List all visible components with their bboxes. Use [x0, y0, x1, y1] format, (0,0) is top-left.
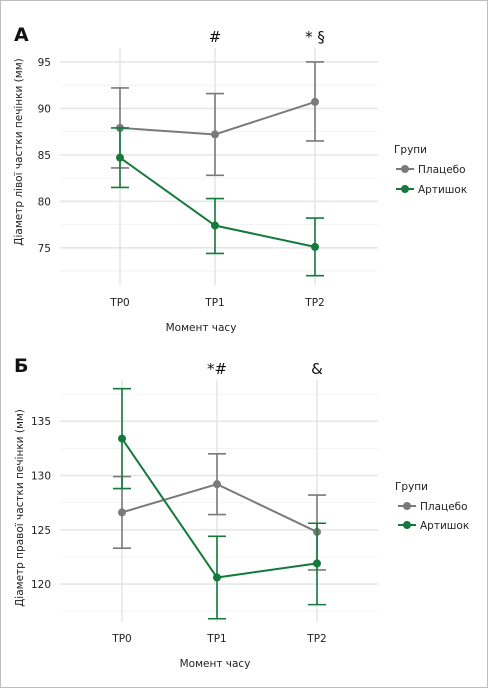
- panel-a-series-artichoke-point: [311, 242, 319, 251]
- panel-a-series-placebo-point: [311, 97, 319, 106]
- panel-b-label: Б: [14, 355, 28, 377]
- panel-a-significance-mark: #: [209, 28, 222, 46]
- panel-a-y-axis-title: Діаметр лівої частки печінки (мм): [13, 58, 25, 245]
- panel-a-series-artichoke-point: [116, 153, 124, 162]
- panel-b-y-tick-label: 135: [31, 416, 51, 428]
- panel-b-legend-key-point: [403, 502, 411, 510]
- panel-b-significance-mark: *#: [207, 360, 227, 378]
- panel-a-legend-placebo: Плацебо: [418, 164, 466, 176]
- panel-b-x-axis-title: Момент часу: [180, 658, 251, 670]
- panel-b-series-placebo-point: [213, 480, 221, 489]
- panel-a-x-tick-label: TP0: [109, 297, 129, 309]
- panel-b-series-artichoke-point: [213, 573, 221, 582]
- panel-b-significance-mark: &: [311, 360, 323, 378]
- panel-a-x-axis-title: Момент часу: [166, 322, 237, 334]
- panel-a-y-tick-label: 95: [38, 57, 51, 69]
- panel-b-series-artichoke-point: [118, 434, 126, 443]
- panel-a-series-placebo-point: [211, 130, 219, 139]
- panel-b-series-placebo-line: [121, 483, 318, 533]
- panel-b-legend-key-point: [403, 521, 411, 529]
- panel-a-x-tick-label: TP2: [304, 297, 324, 309]
- panel-b-y-tick-label: 130: [31, 470, 51, 482]
- panel-b-legend-title: Групи: [395, 481, 428, 493]
- panel-a-y-tick-label: 80: [38, 196, 51, 208]
- panel-a-legend-title: Групи: [394, 144, 427, 156]
- panel-a-label: А: [14, 24, 29, 46]
- panel-a-y-tick-label: 75: [38, 243, 51, 255]
- panel-b-x-tick-label: TP1: [206, 633, 226, 645]
- panel-b-legend-placebo: Плацебо: [420, 501, 468, 513]
- panel-a-significance-mark: * §: [305, 28, 325, 46]
- panel-b-y-tick-label: 125: [31, 525, 51, 537]
- panel-a-y-tick-label: 90: [38, 103, 51, 115]
- panel-b-y-tick-label: 120: [31, 579, 51, 591]
- panel-b-x-tick-label: TP2: [306, 633, 326, 645]
- panel-a-legend-key-point: [401, 165, 409, 173]
- panel-b-y-axis-title: Діаметр правої частки печінки (мм): [14, 409, 26, 607]
- panel-b-series-placebo-point: [118, 508, 126, 517]
- panel-a-y-tick-label: 85: [38, 150, 51, 162]
- panel-b-series-artichoke-point: [313, 559, 321, 568]
- panel-a-legend-artichoke: Артишок: [418, 184, 467, 196]
- panel-b-x-tick-label: TP0: [111, 633, 131, 645]
- panel-a-series-artichoke-point: [211, 221, 219, 230]
- panel-b-legend-artichoke: Артишок: [420, 520, 469, 532]
- panel-a-series-placebo-line: [119, 100, 316, 136]
- panel-a-x-tick-label: TP1: [204, 297, 224, 309]
- panel-a-series-artichoke-line: [119, 156, 316, 248]
- panel-a-legend-key-point: [401, 185, 409, 193]
